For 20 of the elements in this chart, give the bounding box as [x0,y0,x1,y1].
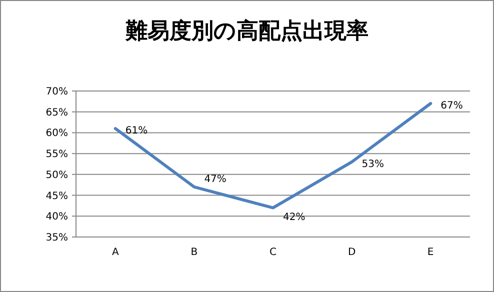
x-tick-label: C [270,247,277,258]
x-tick-label: B [190,247,198,258]
y-tick-label: 60% [46,128,68,140]
chart-title: 難易度別の高配点出現率 [124,18,368,44]
data-label: 42% [283,212,306,223]
y-tick-label: 40% [46,212,68,223]
x-tick-label: A [112,247,119,258]
line-series [114,102,432,210]
data-label: 67% [440,100,463,112]
data-label: 61% [125,126,148,137]
y-tick-label: 65% [46,107,68,118]
y-tick-label: 50% [46,170,68,181]
data-label: 47% [204,174,226,185]
x-tick-label: D [348,247,356,258]
y-tick-label: 35% [46,232,68,244]
y-tick-label: 70% [46,86,68,98]
data-label: 53% [362,158,384,170]
x-tick-label: E [427,247,434,258]
y-tick-label: 45% [46,190,68,202]
y-tick-label: 55% [46,149,68,160]
